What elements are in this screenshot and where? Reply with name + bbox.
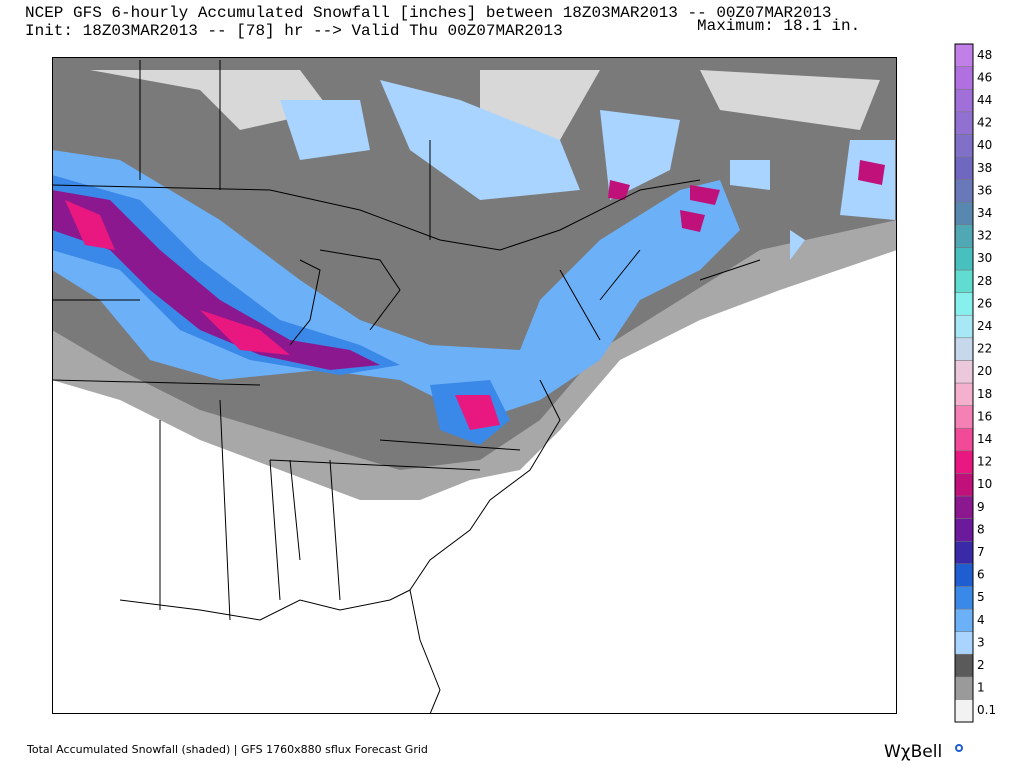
colorbar-swatch: [954, 292, 974, 316]
colorbar: 0.11234567891012141618202224262830323436…: [954, 43, 996, 723]
colorbar-label: 32: [977, 229, 992, 243]
colorbar-swatch: [954, 247, 974, 271]
colorbar-swatch: [954, 473, 974, 497]
colorbar-label: 5: [977, 590, 985, 604]
colorbar-label: 42: [977, 116, 992, 130]
colorbar-swatch: [954, 360, 974, 384]
snow-lightblue: [280, 80, 895, 260]
colorbar-label: 46: [977, 70, 992, 84]
colorbar-label: 26: [977, 296, 992, 310]
colorbar-label: 7: [977, 545, 985, 559]
colorbar-label: 14: [977, 432, 992, 446]
colorbar-label: 16: [977, 409, 992, 423]
snow-blue: [52, 150, 740, 420]
logo-dot: [955, 744, 963, 752]
colorbar-label: 6: [977, 568, 985, 582]
colorbar-swatch: [954, 43, 974, 67]
maximum: Maximum: 18.1 in.: [697, 17, 860, 35]
snow-purple: [52, 190, 380, 370]
colorbar-swatch: [954, 111, 974, 135]
colorbar-swatch: [954, 382, 974, 406]
colorbar-swatch: [954, 88, 974, 113]
colorbar-label: 10: [977, 477, 992, 491]
colorbar-label: 4: [977, 613, 985, 627]
colorbar-label: 3: [977, 635, 985, 649]
colorbar-label: 28: [977, 274, 992, 288]
colorbar-swatch: [954, 676, 974, 700]
colorbar-label: 38: [977, 161, 992, 175]
colorbar-label: 40: [977, 138, 992, 152]
colorbar-label: 36: [977, 183, 992, 197]
colorbar-swatch: [954, 269, 974, 293]
colorbar-swatch: [954, 608, 974, 632]
subtitle: Init: 18Z03MAR2013 -- [78] hr --> Valid …: [25, 22, 563, 40]
colorbar-label: 0.1: [977, 703, 996, 717]
footer-caption: Total Accumulated Snowfall (shaded) | GF…: [26, 743, 428, 756]
colorbar-label: 12: [977, 455, 992, 469]
colorbar-swatch: [954, 156, 974, 180]
colorbar-label: 8: [977, 522, 985, 536]
colorbar-label: 22: [977, 342, 992, 356]
colorbar-label: 20: [977, 364, 992, 378]
colorbar-swatch: [954, 450, 974, 474]
map: [52, 57, 897, 714]
colorbar-swatch: [954, 563, 974, 587]
colorbar-swatch: [954, 179, 974, 203]
colorbar-label: 2: [977, 658, 985, 672]
colorbar-label: 18: [977, 387, 992, 401]
colorbar-label: 9: [977, 500, 985, 514]
colorbar-label: 48: [977, 48, 992, 62]
colorbar-swatch: [954, 224, 974, 248]
colorbar-swatch: [954, 66, 974, 90]
colorbar-swatch: [954, 631, 974, 655]
boundaries: [52, 60, 761, 714]
colorbar-swatch: [954, 540, 974, 565]
logo: WχBell: [884, 742, 942, 762]
colorbar-swatch: [954, 653, 974, 678]
colorbar-swatch: [954, 314, 974, 339]
colorbar-swatch: [954, 405, 974, 429]
colorbar-swatch: [954, 427, 974, 452]
colorbar-swatch: [954, 518, 974, 542]
title: NCEP GFS 6-hourly Accumulated Snowfall […: [25, 4, 832, 22]
colorbar-swatch: [954, 337, 974, 361]
colorbar-swatch: [954, 699, 974, 723]
colorbar-swatch: [954, 134, 974, 158]
colorbar-swatch: [954, 201, 974, 226]
colorbar-label: 24: [977, 319, 992, 333]
colorbar-label: 1: [977, 681, 985, 695]
colorbar-swatch: [954, 495, 974, 519]
snow-blue-dark: [52, 175, 510, 445]
colorbar-swatch: [954, 586, 974, 610]
colorbar-label: 44: [977, 93, 992, 107]
colorbar-label: 34: [977, 206, 992, 220]
colorbar-label: 30: [977, 251, 992, 265]
colorbar-frame: [954, 43, 974, 723]
